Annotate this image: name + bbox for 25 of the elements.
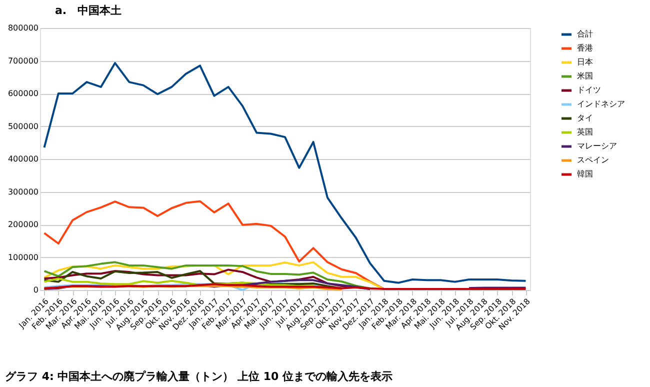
text: グラフ 4: 中国本土への廃プラ輸入量（トン） 上位 10 位までの輸入先を表示 (5, 370, 393, 383)
legend-label: マレーシア (577, 142, 617, 150)
legend-label: 英国 (577, 128, 593, 136)
legend-label: 合計 (577, 30, 593, 38)
legend-label: ドイツ (577, 86, 601, 94)
y-tick-label: 300000 (8, 187, 38, 196)
line-series (43, 200, 386, 290)
y-tick-label: 400000 (8, 154, 38, 164)
legend-label: 香港 (577, 44, 593, 52)
line-series (43, 62, 527, 284)
legend-label: インドネシア (577, 100, 625, 108)
chart-title: a. 中国本土 (55, 4, 122, 17)
y-tick-label: 100000 (8, 252, 38, 262)
y-tick-label: 700000 (8, 56, 38, 66)
legend-label: タイ (577, 114, 593, 122)
legend-label: 韓国 (577, 170, 593, 178)
legend-label: 米国 (577, 72, 593, 80)
legend-label: 日本 (577, 58, 593, 66)
y-tick-label: 600000 (8, 89, 38, 98)
line-series (43, 268, 371, 290)
y-tick-label: 0 (33, 286, 38, 294)
legend-label: スペイン (577, 156, 609, 164)
y-tick-label: 200000 (8, 220, 38, 229)
y-tick-label: 500000 (8, 122, 38, 131)
y-tick-label: 800000 (8, 24, 38, 32)
